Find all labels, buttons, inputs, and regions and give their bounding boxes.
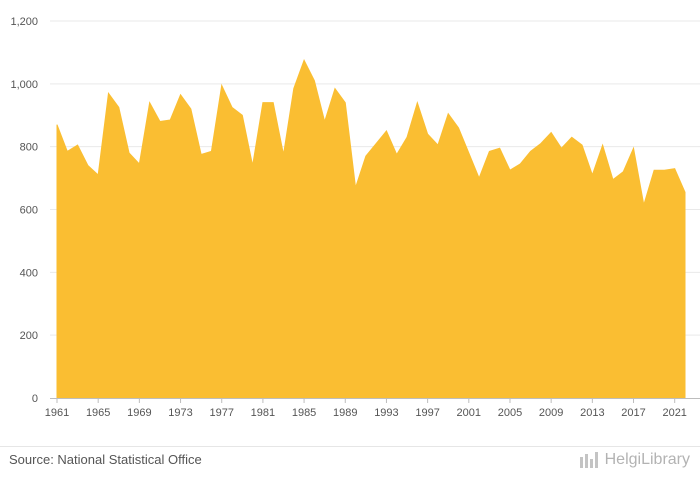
x-tick-label: 1997	[415, 407, 439, 419]
x-tick-label: 1973	[168, 407, 192, 419]
x-tick-label: 2009	[539, 407, 563, 419]
series-area	[56, 59, 686, 399]
x-tick-label: 2005	[498, 407, 522, 419]
y-tick-label: 800	[20, 142, 38, 154]
x-tick-label: 1977	[209, 407, 233, 419]
y-tick-label: 600	[20, 205, 38, 217]
x-tick-label: 1961	[45, 407, 69, 419]
x-tick-label: 1969	[127, 407, 151, 419]
logo-text: HelgiLibrary	[604, 451, 690, 468]
x-tick-label: 2013	[580, 407, 604, 419]
helgilibrary-logo: HelgiLibrary	[579, 448, 690, 472]
x-tick-label: 1981	[251, 407, 275, 419]
footer-divider	[0, 446, 700, 447]
x-tick-label: 1989	[333, 407, 357, 419]
y-tick-label: 1,200	[10, 16, 38, 28]
helgilibrary-logo-icon	[579, 452, 598, 468]
y-tick-label: 400	[20, 267, 38, 279]
x-tick-label: 2001	[457, 407, 481, 419]
x-axis-ticks: 1961 1965 1969 1973 1977 1981 1985 1989 1993 1997…	[45, 398, 687, 419]
y-tick-label: 1,000	[10, 79, 38, 91]
x-tick-label: 1993	[374, 407, 398, 419]
x-tick-label: 1965	[86, 407, 110, 419]
y-axis-ticks: 0 200 400 600 800 1,000 1,200	[10, 16, 38, 405]
source-note: Source: National Statistical Office	[9, 452, 202, 467]
y-tick-label: 0	[32, 393, 38, 405]
x-tick-label: 1985	[292, 407, 316, 419]
y-tick-label: 200	[20, 330, 38, 342]
x-tick-label: 2021	[662, 407, 686, 419]
x-tick-label: 2017	[621, 407, 645, 419]
area-chart: 0 200 400 600 800 1,000 1,200 1961 1965 1969 1973…	[10, 16, 700, 419]
